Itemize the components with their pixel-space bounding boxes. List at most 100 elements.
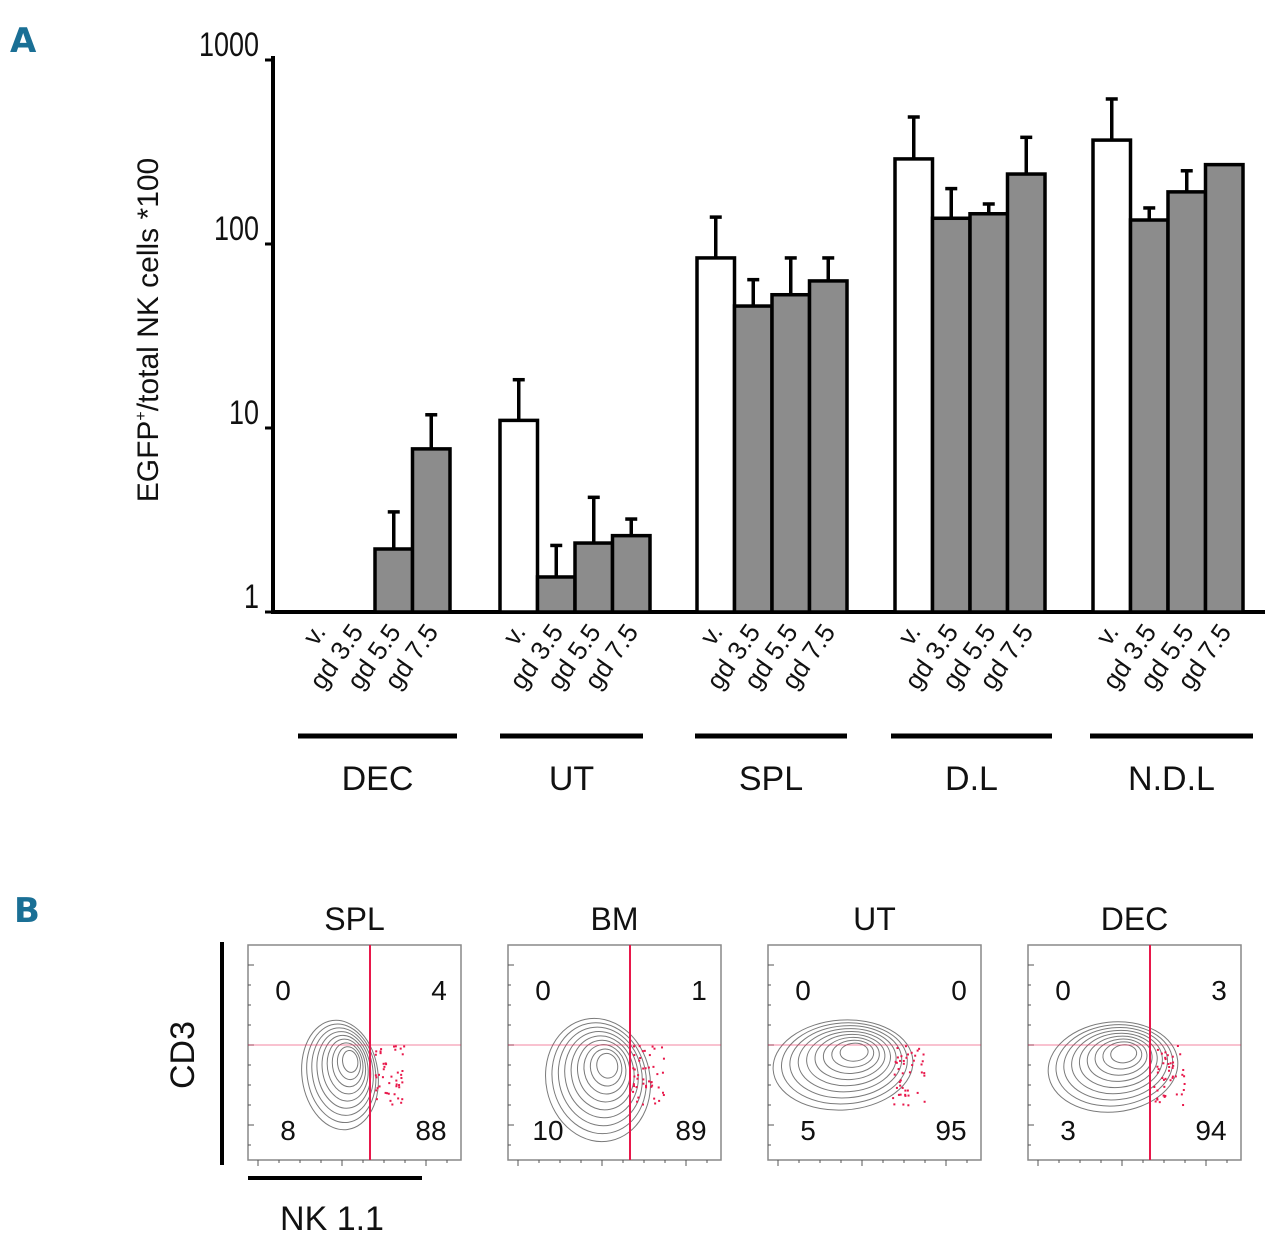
event-dot [398,1084,401,1087]
event-dot [899,1084,902,1087]
event-dot [648,1080,651,1083]
event-dot [398,1086,401,1089]
event-dot [1154,1100,1157,1103]
event-dot [894,1060,897,1063]
contour-line [336,1046,361,1081]
event-dot [374,1074,377,1077]
y-tick-label: 100 [214,210,259,248]
bar-chart-a: 1 10 100 1000 EGFP+/total NK cells *100 v.gd … [132,26,1265,798]
event-dot [1160,1052,1163,1055]
event-dot [642,1067,645,1070]
event-dot [632,1085,635,1088]
y-tick-label: 1 [244,578,259,616]
bar-group-dl: v.gd 3.5gd 5.5gd 7.5D.L [891,115,1052,798]
event-dot [1164,1058,1167,1061]
event-dot [1162,1062,1165,1065]
event-dot [911,1064,914,1067]
contour-line [570,1035,635,1111]
bar-group-ndl: v.gd 3.5gd 5.5gd 7.5N.D.L [1090,97,1253,798]
event-dot [638,1059,641,1062]
bar-gd35 [930,216,972,614]
plot-title: DEC [1101,901,1169,937]
event-dot [633,1075,636,1078]
event-dot [1162,1094,1165,1097]
contour-line [831,1039,875,1068]
event-dot [384,1062,387,1065]
event-dot [641,1050,644,1053]
event-dot [1153,1085,1156,1088]
event-dot [1171,1055,1174,1058]
bar-v [893,157,935,614]
flow-plot-bm: BM 0 1 10 89 [507,901,722,1166]
event-dot [375,1098,378,1101]
event-dot [1166,1054,1169,1057]
event-dot [636,1100,639,1103]
ylabel-sup: + [133,411,150,420]
event-dot [1171,1066,1174,1069]
quadrant-bottom-right: 94 [1195,1115,1226,1146]
event-dot [636,1077,639,1080]
event-dot [912,1059,915,1062]
contour-line [1102,1041,1143,1070]
event-dot [401,1069,404,1072]
event-dot [379,1052,382,1055]
contour-line [301,1019,379,1131]
event-dot [401,1053,404,1056]
event-dot [645,1084,648,1087]
event-dot [658,1099,661,1102]
event-dot [1157,1068,1160,1071]
bar-gd35 [535,575,577,614]
event-dot [378,1085,381,1088]
contour-line [839,1042,869,1062]
event-dot [1156,1089,1159,1092]
contour-line [321,1034,369,1102]
bar-gd35 [1128,218,1170,614]
event-dot [400,1101,403,1104]
event-dot [907,1104,910,1107]
event-dot [896,1056,899,1059]
quadrant-bottom-left: 5 [800,1115,816,1146]
event-dot [910,1051,913,1054]
event-dot [400,1077,403,1080]
flow-plot-ut: UT 0 0 5 95 [767,901,982,1166]
group-label: D.L [945,760,998,798]
group-label: UT [549,760,594,798]
bar-gd55 [968,212,1010,614]
event-dot [396,1071,399,1074]
event-dot [908,1071,911,1074]
event-dot [1171,1075,1174,1078]
bar-gd75 [610,533,652,614]
event-dot [1181,1073,1184,1076]
event-dot [1172,1064,1175,1067]
event-dot [379,1050,382,1053]
event-dot [639,1057,642,1060]
event-dot [632,1045,635,1048]
contour-line [789,1025,903,1099]
event-dot [387,1092,390,1095]
event-dot [1164,1094,1167,1097]
bar-gd35 [732,304,774,614]
contour-line [822,1036,880,1074]
bar-gd55 [573,541,615,614]
contour-line [772,1019,914,1111]
event-dot [1156,1071,1159,1074]
event-dot [397,1097,400,1100]
event-dot [403,1045,406,1048]
quadrant-bottom-left: 10 [532,1115,563,1146]
contour-line [1055,1024,1174,1107]
event-dot [632,1067,635,1070]
event-dot [401,1098,404,1101]
event-dot [1171,1076,1174,1079]
quadrant-bottom-left: 8 [280,1115,296,1146]
event-dot [662,1094,665,1097]
event-dot [1169,1079,1172,1082]
event-dot [648,1054,651,1057]
event-dot [1156,1048,1159,1051]
contour-line [1086,1035,1153,1082]
event-dot [375,1076,378,1079]
event-dot [632,1090,635,1093]
contour-line [326,1038,367,1095]
contour-line [342,1050,359,1073]
